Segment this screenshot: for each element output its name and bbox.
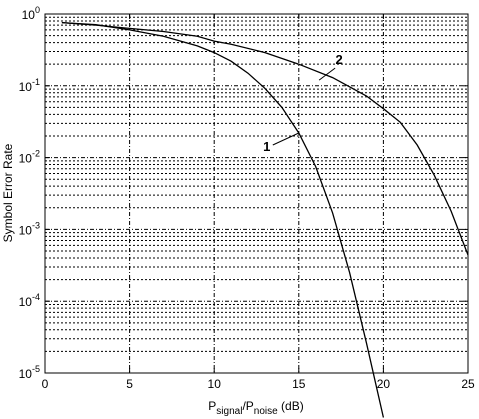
series-line-1 bbox=[61, 21, 385, 418]
y-ticks: 100 10-1 10-2 10-3 10-4 10-5 bbox=[19, 5, 468, 381]
series-line-2 bbox=[61, 21, 469, 256]
y-axis-label: Symbol Error Rate bbox=[1, 143, 15, 242]
plot-frame bbox=[44, 13, 469, 374]
curve-label-1: 1 bbox=[263, 139, 270, 154]
y-tick-label: 10-4 bbox=[19, 292, 40, 309]
y-tick-label: 10-5 bbox=[19, 364, 40, 381]
x-axis-label: Psignal/Pnoise (dB) bbox=[208, 399, 303, 417]
x-ticks: 0 5 10 15 20 25 bbox=[42, 14, 475, 391]
curve-label-leader bbox=[318, 67, 336, 81]
x-tick-label: 10 bbox=[208, 377, 222, 391]
curve-label-2: 2 bbox=[335, 52, 342, 67]
x-tick-label: 15 bbox=[292, 377, 306, 391]
y-tick-label: 10-1 bbox=[19, 77, 40, 94]
x-tick-label: 0 bbox=[42, 377, 49, 391]
y-tick-label: 10-3 bbox=[19, 220, 40, 237]
curve-label-leader bbox=[272, 132, 300, 146]
x-tick-label: 25 bbox=[461, 377, 475, 391]
x-tick-label: 5 bbox=[126, 377, 133, 391]
series-layer bbox=[61, 21, 469, 418]
annotations: 12 bbox=[263, 52, 343, 154]
x-tick-label: 20 bbox=[377, 377, 391, 391]
grid bbox=[45, 14, 468, 373]
y-tick-label: 10-2 bbox=[19, 149, 40, 166]
y-tick-label: 100 bbox=[22, 5, 40, 22]
